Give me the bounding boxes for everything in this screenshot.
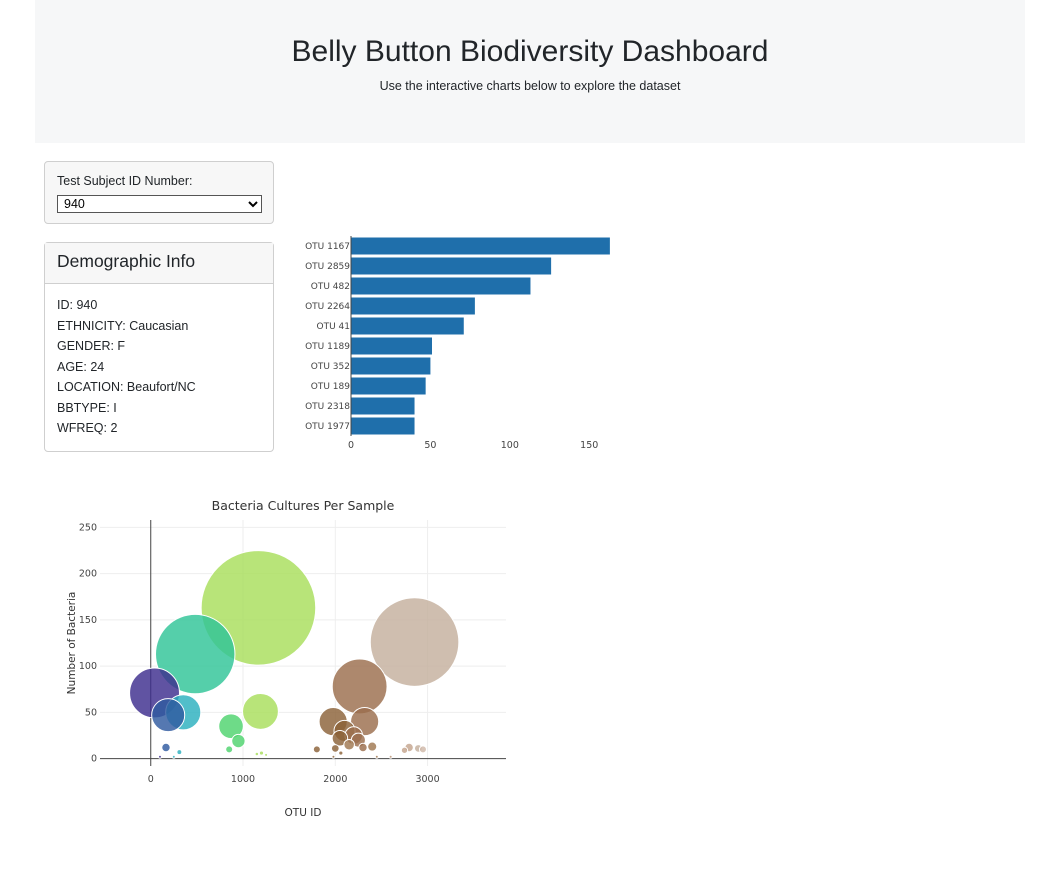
demo-id: ID: 940 [57, 298, 98, 312]
bubble-point [331, 658, 388, 715]
bubble-point [330, 744, 340, 753]
bar-otu-2859 [351, 257, 552, 275]
bubble-x-tick-label: 3000 [415, 774, 439, 785]
bar-y-tick-label: OTU 482 [311, 282, 350, 292]
bar-y-tick-label: OTU 1189 [305, 342, 350, 352]
demo-gender: GENDER: F [57, 339, 126, 353]
bubble-point [161, 742, 171, 753]
bar-x-tick-label: 0 [348, 440, 354, 451]
bar-y-tick-label: OTU 2859 [305, 262, 350, 272]
bar-x-tick-label: 150 [580, 440, 598, 451]
demo-bbtype: BBTYPE: I [57, 400, 117, 415]
bubble-y-tick-label: 150 [79, 615, 97, 626]
bubble-point [264, 752, 269, 757]
bar-otu-2318 [351, 397, 415, 415]
demographic-info-title: Demographic Info [57, 251, 196, 271]
bar-y-tick-label: OTU 352 [311, 362, 350, 372]
bubble-point [358, 742, 368, 753]
bubble-point [157, 754, 162, 759]
bar-y-tick-label: OTU 189 [311, 382, 350, 392]
bar-otu-41 [351, 317, 464, 335]
bar-otu-189 [351, 377, 426, 395]
bar-otu-352 [351, 357, 431, 375]
bubble-point [343, 738, 355, 751]
bubble-point [218, 713, 244, 740]
demographic-info-body: ID: 940 ETHNICITY: Caucasian GENDER: F A… [57, 295, 196, 439]
bubble-x-tick-label: 0 [148, 774, 154, 785]
bacteria-bubble-chart[interactable]: Bacteria Cultures Per Sample 0 50 100 150 200… [55, 490, 525, 830]
subject-selector-label: Test Subject ID Number: [57, 174, 193, 188]
bar-otu-1977 [351, 417, 415, 435]
demo-wfreq: WFREQ: 2 [57, 421, 118, 435]
bubble-point [374, 754, 379, 759]
bar-otu-2264 [351, 297, 475, 315]
bubble-point [225, 745, 234, 754]
bar-otu-1189 [351, 337, 432, 355]
subject-selector-card: Test Subject ID Number: 940 [44, 161, 274, 224]
bubble-point [400, 746, 409, 754]
demo-location: LOCATION: Beaufort/NC [57, 380, 196, 394]
demographic-info-header: Demographic Info [45, 243, 273, 284]
bubble-point [258, 750, 265, 756]
bubble-point [151, 698, 186, 733]
bubble-point [254, 751, 260, 757]
top-otu-bar-chart[interactable]: 0 50 100 150 OTU 1167 OTU 2859 OTU 482 OTU 2264… [290, 230, 630, 455]
bar-y-tick-label: OTU 2318 [305, 402, 350, 412]
bubble-point [418, 745, 427, 754]
bubble-point [242, 693, 279, 730]
bubble-point [171, 754, 176, 759]
bubble-point [338, 750, 344, 756]
demo-ethnicity: ETHNICITY: Caucasian [57, 318, 189, 333]
bubble-y-axis-label: Number of Bacteria [66, 592, 78, 695]
bubble-point [155, 613, 236, 695]
bubble-y-tick-label: 250 [79, 522, 97, 533]
bar-y-tick-label: OTU 1977 [305, 422, 350, 432]
bubble-x-tick-label: 1000 [231, 774, 255, 785]
demographic-info-panel: Demographic Info ID: 940 ETHNICITY: Cauc… [44, 242, 274, 452]
bubble-point [331, 754, 336, 759]
bar-x-tick-label: 100 [501, 440, 519, 451]
page-title: Belly Button Biodiversity Dashboard [291, 35, 769, 68]
bubble-chart-title: Bacteria Cultures Per Sample [212, 498, 395, 513]
bar-otu-1167 [351, 237, 610, 255]
bubble-point [388, 754, 393, 759]
bar-y-tick-label: OTU 41 [317, 322, 350, 332]
subject-id-select[interactable]: 940 [57, 195, 262, 213]
bubble-y-tick-label: 100 [79, 661, 97, 672]
page-subtitle: Use the interactive charts below to expl… [379, 79, 681, 93]
bar-otu-482 [351, 277, 531, 295]
bubble-y-tick-label: 200 [79, 569, 97, 580]
bubble-y-tick-label: 0 [91, 754, 97, 765]
bubble-y-tick-label: 50 [85, 707, 97, 718]
bubble-x-tick-label: 2000 [323, 774, 347, 785]
bubble-point [367, 741, 378, 752]
bar-y-tick-label: OTU 1167 [305, 242, 350, 252]
bubble-point [312, 745, 321, 754]
bubble-point [176, 749, 183, 756]
demo-age: AGE: 24 [57, 359, 105, 374]
bar-y-tick-label: OTU 2264 [305, 302, 350, 312]
bar-x-tick-label: 50 [424, 440, 436, 451]
bubble-point [369, 597, 460, 687]
header-jumbotron: Belly Button Biodiversity Dashboard Use … [35, 0, 1025, 143]
bubble-point [331, 730, 349, 747]
bubble-x-axis-label: OTU ID [285, 807, 322, 819]
bubble-point [231, 733, 246, 749]
